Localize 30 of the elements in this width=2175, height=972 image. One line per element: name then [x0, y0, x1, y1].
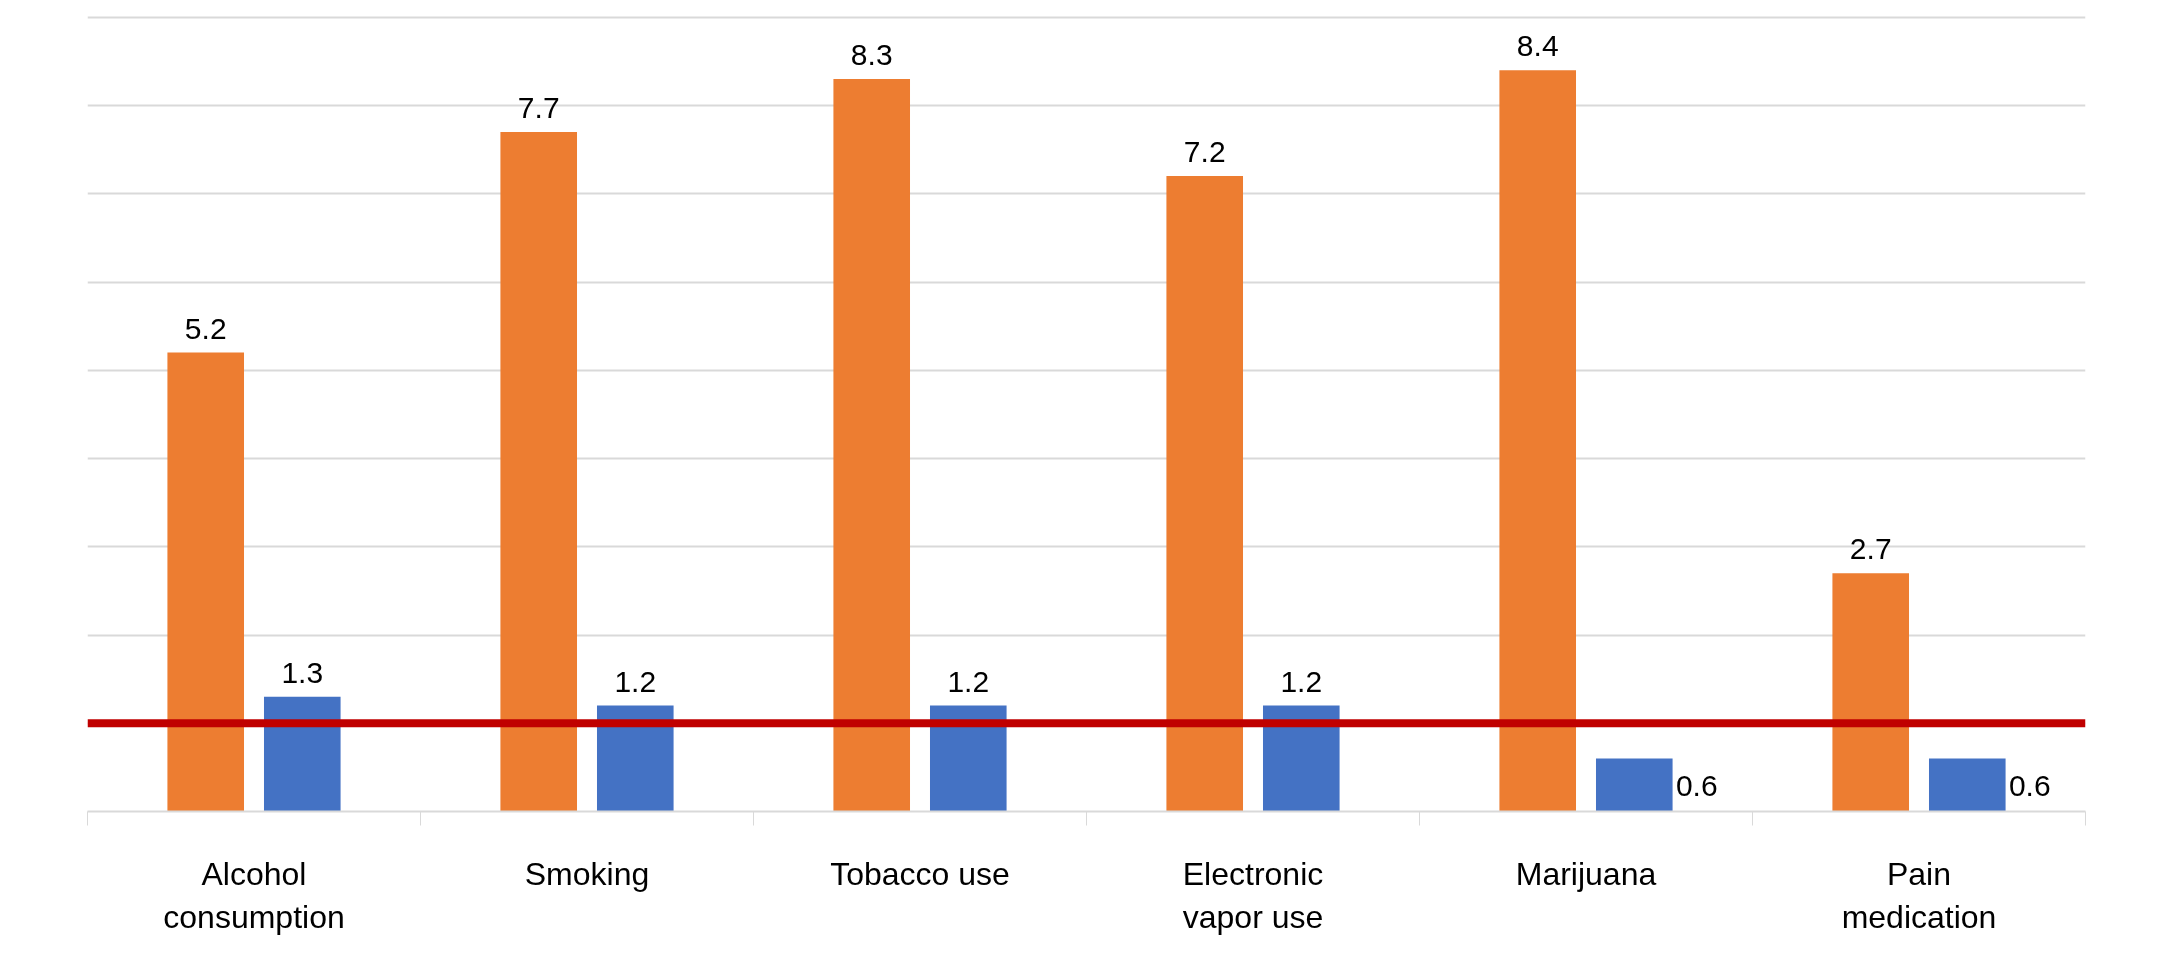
bar [596, 705, 674, 812]
bar [833, 79, 911, 812]
data-label: 5.2 [184, 311, 227, 345]
data-label: 8.4 [1516, 29, 1559, 63]
bar [167, 352, 245, 812]
bar [1928, 758, 2006, 812]
bar [263, 696, 341, 812]
data-label: 1.2 [947, 664, 990, 698]
bar [1166, 176, 1244, 812]
x-tick-label: Pain medication [1841, 855, 1997, 935]
bar [1832, 573, 1910, 812]
x-tick-label: Tobacco use [830, 855, 1010, 892]
bar [929, 705, 1007, 812]
x-tick-label: Marijuana [1515, 855, 1657, 892]
data-label: 1.3 [281, 655, 324, 689]
data-label: 0.6 [1675, 768, 1718, 802]
data-label: 7.7 [517, 90, 560, 124]
bar [1499, 70, 1577, 812]
data-label: 8.3 [850, 38, 893, 72]
data-label: 7.2 [1183, 135, 1226, 169]
data-label: 0.6 [2008, 768, 2051, 802]
x-tick-label: Smoking [524, 855, 650, 892]
bar [500, 131, 578, 812]
x-tick-label: Alcohol consumption [163, 855, 345, 935]
data-label: 1.2 [1280, 664, 1323, 698]
x-tick-label: Electronic vapor use [1182, 855, 1324, 935]
data-label: 1.2 [614, 664, 657, 698]
bar [1595, 758, 1673, 812]
data-label: 2.7 [1849, 532, 1892, 566]
bar [1262, 705, 1340, 812]
